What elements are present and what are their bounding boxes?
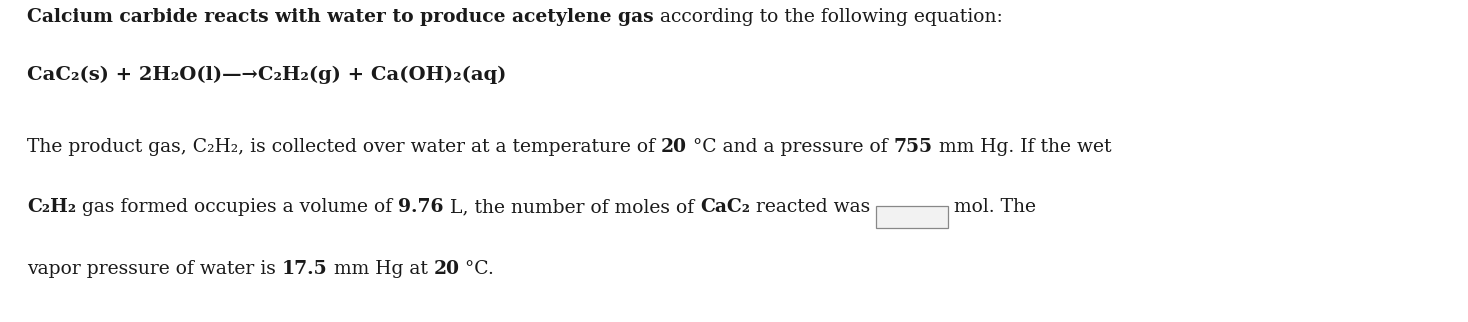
Text: according to the following equation:: according to the following equation:: [653, 8, 1003, 26]
Text: The product gas, C₂H₂, is collected over water at a temperature of: The product gas, C₂H₂, is collected over…: [26, 138, 661, 156]
Text: L, the number of moles of: L, the number of moles of: [443, 198, 700, 216]
Bar: [876, 206, 948, 228]
Text: 20: 20: [661, 138, 687, 156]
Text: 9.76: 9.76: [398, 198, 443, 216]
Text: Calcium carbide reacts with water to produce acetylene gas: Calcium carbide reacts with water to pro…: [26, 8, 653, 26]
Text: 17.5: 17.5: [282, 260, 327, 278]
Text: 755: 755: [894, 138, 932, 156]
Text: CaC₂(s) + 2H₂O(l)—→C₂H₂(g) + Ca(OH)₂(aq): CaC₂(s) + 2H₂O(l)—→C₂H₂(g) + Ca(OH)₂(aq): [26, 66, 506, 84]
Text: mol. The: mol. The: [948, 198, 1036, 216]
Text: gas formed occupies a volume of: gas formed occupies a volume of: [76, 198, 398, 216]
Text: °C and a pressure of: °C and a pressure of: [687, 138, 894, 156]
Text: reacted was: reacted was: [750, 198, 876, 216]
Text: 20: 20: [433, 260, 459, 278]
Text: C₂H₂: C₂H₂: [26, 198, 76, 216]
Text: °C.: °C.: [459, 260, 495, 278]
Text: mm Hg. If the wet: mm Hg. If the wet: [932, 138, 1111, 156]
Text: vapor pressure of water is: vapor pressure of water is: [26, 260, 282, 278]
Text: mm Hg at: mm Hg at: [327, 260, 433, 278]
Text: CaC₂: CaC₂: [700, 198, 750, 216]
